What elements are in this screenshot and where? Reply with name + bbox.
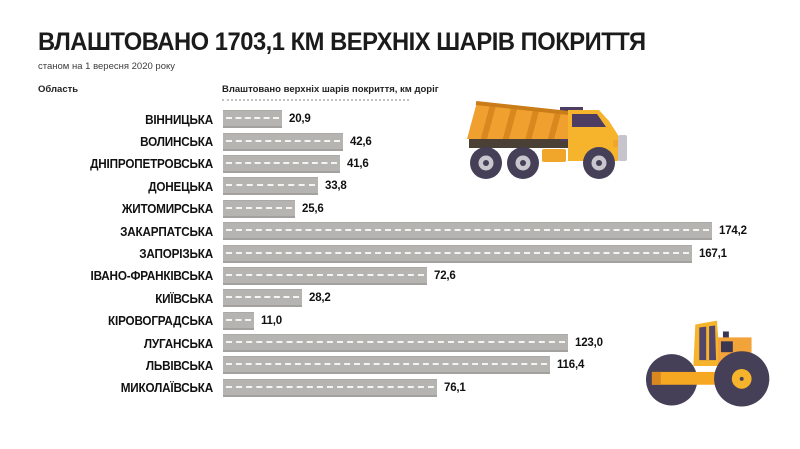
region-label: КІРОВОГРАДСЬКА: [108, 313, 213, 329]
road-dash-line: [226, 161, 337, 164]
bar: [223, 244, 692, 263]
bar: [223, 154, 340, 173]
column-header-region: Область: [38, 84, 79, 95]
value-label: 123,0: [575, 337, 603, 350]
chart-row: ЖИТОМИРСЬКА 25,6: [0, 198, 800, 220]
header-dotted-divider: [222, 99, 409, 101]
region-label: ЖИТОМИРСЬКА: [121, 201, 213, 217]
dump-truck-icon: [467, 101, 627, 179]
value-label: 174,2: [719, 225, 747, 238]
bar: [223, 110, 282, 129]
road-dash-line: [226, 184, 315, 187]
region-label: ЛЬВІВСЬКА: [145, 357, 213, 373]
chart-row: ІВАНО-ФРАНКІВСЬКА 72,6: [0, 265, 800, 287]
road-dash-line: [226, 251, 689, 254]
region-label: ВОЛИНСЬКА: [140, 134, 213, 150]
value-label: 25,6: [302, 202, 324, 215]
chart-row: ЗАПОРІЗЬКА 167,1: [0, 242, 800, 264]
value-label: 20,9: [289, 113, 311, 126]
road-roller-icon: [645, 320, 770, 407]
value-label: 42,6: [350, 135, 372, 148]
region-label: ЛУГАНСЬКА: [143, 335, 213, 351]
bar: [223, 311, 254, 330]
bar: [223, 222, 712, 241]
chart-rows: ВІННИЦЬКА 20,9 ВОЛИНСЬКА 42,6 ДНІПРОПЕТР…: [0, 108, 800, 399]
value-label: 41,6: [347, 157, 369, 170]
region-label: ДОНЕЦЬКА: [148, 178, 213, 194]
road-dash-line: [226, 385, 434, 388]
bar: [223, 334, 568, 353]
bar: [223, 378, 437, 397]
chart-row: ДНІПРОПЕТРОВСЬКА 41,6: [0, 153, 800, 175]
region-label: МИКОЛАЇВСЬКА: [120, 380, 213, 396]
road-dash-line: [226, 206, 292, 209]
region-label: ВІННИЦЬКА: [145, 111, 213, 127]
road-dash-line: [226, 229, 709, 232]
value-label: 76,1: [444, 381, 466, 394]
chart-row: КИЇВСЬКА 28,2: [0, 287, 800, 309]
value-label: 72,6: [434, 269, 456, 282]
chart-row: ВІННИЦЬКА 20,9: [0, 108, 800, 130]
chart-row: ВОЛИНСЬКА 42,6: [0, 130, 800, 152]
chart-row: ДОНЕЦЬКА 33,8: [0, 175, 800, 197]
value-label: 33,8: [325, 180, 347, 193]
road-dash-line: [226, 139, 340, 142]
bar: [223, 199, 295, 218]
column-header-value: Влаштовано верхніх шарів покриття, км до…: [222, 84, 439, 95]
region-label: ДНІПРОПЕТРОВСЬКА: [90, 156, 213, 172]
chart-row: ЗАКАРПАТСЬКА 174,2: [0, 220, 800, 242]
region-label: ІВАНО-ФРАНКІВСЬКА: [90, 268, 214, 284]
chart-row: ЛЬВІВСЬКА 116,4: [0, 354, 800, 376]
road-dash-line: [226, 296, 299, 299]
value-label: 167,1: [699, 247, 727, 260]
bar: [223, 356, 550, 375]
road-dash-line: [226, 363, 547, 366]
bar: [223, 132, 343, 151]
region-label: КИЇВСЬКА: [155, 290, 213, 306]
road-dash-line: [226, 318, 251, 321]
bar: [223, 266, 427, 285]
road-dash-line: [226, 341, 565, 344]
road-dash-line: [226, 273, 424, 276]
chart-row: МИКОЛАЇВСЬКА 76,1: [0, 377, 800, 399]
chart-row: ЛУГАНСЬКА 123,0: [0, 332, 800, 354]
bar: [223, 289, 302, 308]
value-label: 28,2: [309, 292, 331, 305]
region-label: ЗАКАРПАТСЬКА: [120, 223, 213, 239]
bar: [223, 177, 318, 196]
page-subtitle: станом на 1 вересня 2020 року: [38, 61, 175, 72]
value-label: 11,0: [261, 314, 282, 327]
value-label: 116,4: [557, 359, 585, 372]
region-label: ЗАПОРІЗЬКА: [139, 246, 213, 262]
page-title: ВЛАШТОВАНО 1703,1 КМ ВЕРХНІХ ШАРІВ ПОКРИ…: [38, 28, 646, 56]
road-dash-line: [226, 117, 279, 120]
chart-row: КІРОВОГРАДСЬКА 11,0: [0, 310, 800, 332]
